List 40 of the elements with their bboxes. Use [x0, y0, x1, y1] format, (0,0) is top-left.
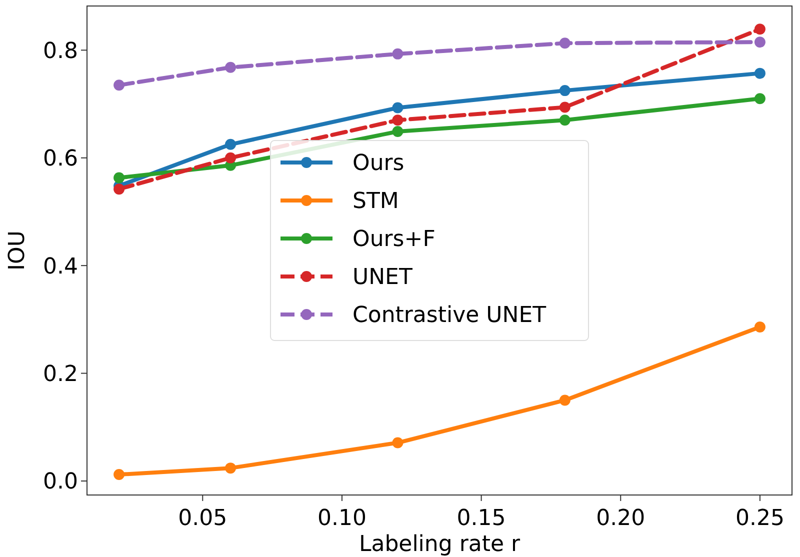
point — [754, 68, 766, 79]
point — [392, 102, 404, 114]
point — [225, 138, 236, 150]
point — [114, 172, 125, 184]
point — [559, 394, 570, 406]
point — [114, 469, 125, 480]
point — [559, 85, 570, 96]
x-tick-label: 0.20 — [596, 506, 646, 531]
y-tick-label: 0.8 — [43, 38, 78, 64]
x-axis-title: Labeling rate r — [358, 532, 521, 557]
point — [754, 321, 766, 332]
y-tick-label: 0.2 — [43, 362, 78, 387]
y-tick-label: 0.0 — [43, 470, 78, 495]
point — [114, 80, 125, 91]
legend-label: STM — [352, 189, 399, 214]
point — [559, 102, 570, 113]
legend-label: Ours — [352, 151, 404, 176]
point — [392, 126, 404, 137]
x-tick-label: 0.10 — [317, 506, 366, 531]
y-tick-label: 0.4 — [43, 254, 78, 280]
point — [559, 38, 570, 49]
point — [392, 48, 404, 60]
x-tick-label: 0.15 — [456, 506, 506, 531]
y-axis-title: IOU — [5, 230, 30, 270]
point — [392, 437, 404, 448]
point — [392, 114, 404, 126]
x-tick-label: 0.05 — [178, 506, 228, 531]
legend-label: Contrastive UNET — [352, 303, 547, 328]
y-tick-label: 0.6 — [43, 146, 78, 172]
legend-label: Ours+F — [352, 227, 436, 252]
point — [225, 62, 236, 73]
point — [754, 36, 766, 48]
point — [754, 24, 766, 35]
point — [559, 114, 570, 126]
legend-label: UNET — [352, 265, 413, 290]
point — [225, 462, 236, 474]
x-tick-label: 0.25 — [735, 506, 784, 531]
point — [225, 152, 236, 164]
point — [754, 93, 766, 104]
point — [114, 184, 125, 195]
